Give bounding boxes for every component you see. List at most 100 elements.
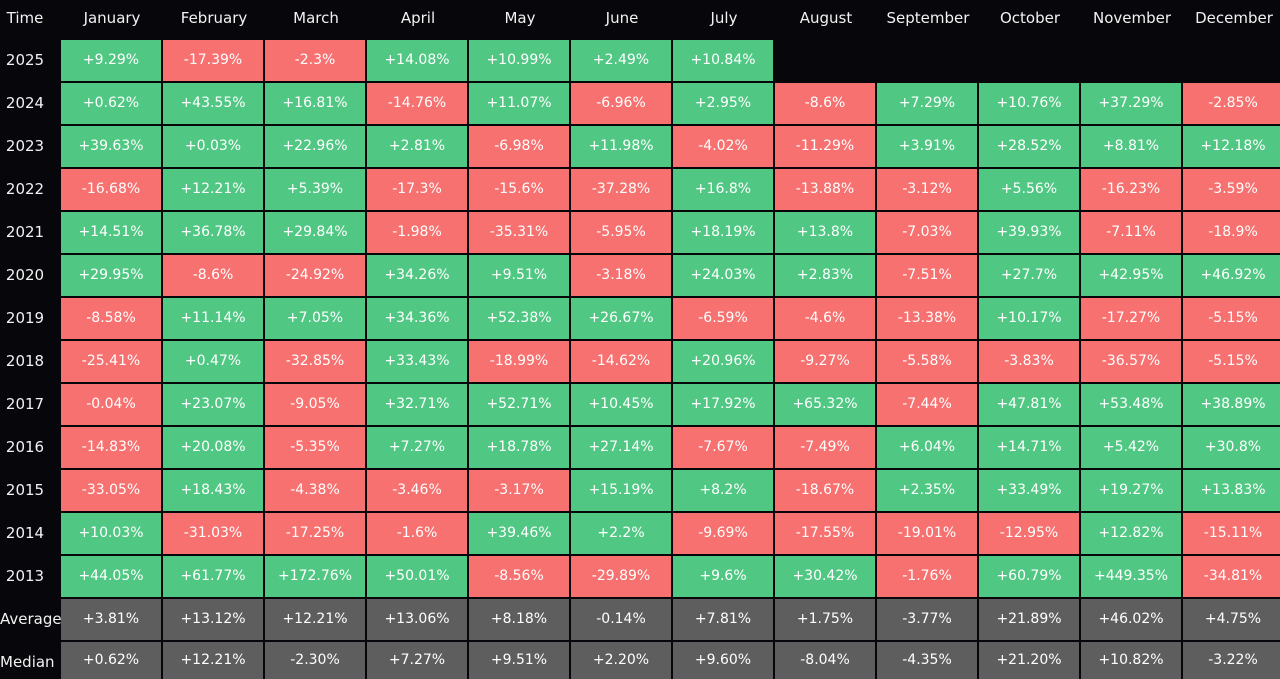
return-cell: +27.14% — [571, 427, 671, 468]
return-cell: -7.51% — [877, 255, 977, 296]
summary-cell: +8.18% — [469, 599, 569, 640]
summary-cell: +1.75% — [775, 599, 875, 640]
return-cell: +3.91% — [877, 126, 977, 167]
return-cell: +18.19% — [673, 212, 773, 253]
return-cell: -1.76% — [877, 556, 977, 597]
return-cell: +29.95% — [61, 255, 161, 296]
return-cell: +5.56% — [979, 169, 1079, 210]
summary-cell: +9.51% — [469, 642, 569, 679]
return-cell: +0.03% — [163, 126, 263, 167]
return-cell: -2.3% — [265, 40, 365, 81]
row-label-2015: 2015 — [5, 481, 45, 499]
column-header-february: February — [180, 9, 248, 27]
return-cell: +7.05% — [265, 298, 365, 339]
return-cell: -5.58% — [877, 341, 977, 382]
summary-cell: +4.75% — [1183, 599, 1280, 640]
return-cell: +18.43% — [163, 470, 263, 511]
return-cell: +17.92% — [673, 384, 773, 425]
column-header-may: May — [504, 9, 536, 27]
row-label-2025: 2025 — [5, 51, 45, 69]
return-cell: -7.44% — [877, 384, 977, 425]
return-cell: +8.2% — [673, 470, 773, 511]
summary-cell: +7.27% — [367, 642, 467, 679]
return-cell: -17.3% — [367, 169, 467, 210]
return-cell: +43.55% — [163, 83, 263, 124]
summary-cell: +46.02% — [1081, 599, 1181, 640]
return-cell: +33.43% — [367, 341, 467, 382]
column-header-december: December — [1195, 9, 1273, 27]
return-cell: -14.76% — [367, 83, 467, 124]
row-label-2023: 2023 — [5, 137, 45, 155]
return-cell: +16.8% — [673, 169, 773, 210]
return-cell: -1.6% — [367, 513, 467, 554]
return-cell: -8.58% — [61, 298, 161, 339]
return-cell: +11.07% — [469, 83, 569, 124]
return-cell: +14.08% — [367, 40, 467, 81]
return-cell: -19.01% — [877, 513, 977, 554]
column-header-april: April — [400, 9, 436, 27]
return-cell: +47.81% — [979, 384, 1079, 425]
return-cell: +37.29% — [1081, 83, 1181, 124]
summary-cell: +3.81% — [61, 599, 161, 640]
return-cell: +16.81% — [265, 83, 365, 124]
return-cell: -13.88% — [775, 169, 875, 210]
return-cell: -9.05% — [265, 384, 365, 425]
return-cell: +39.46% — [469, 513, 569, 554]
return-cell: -31.03% — [163, 513, 263, 554]
summary-cell: +13.12% — [163, 599, 263, 640]
summary-cell: +10.82% — [1081, 642, 1181, 679]
return-cell: +32.71% — [367, 384, 467, 425]
return-cell: -17.39% — [163, 40, 263, 81]
return-cell: +11.14% — [163, 298, 263, 339]
return-cell: +12.21% — [163, 169, 263, 210]
return-cell: -3.83% — [979, 341, 1079, 382]
column-header-september: September — [886, 9, 970, 27]
return-cell: +18.78% — [469, 427, 569, 468]
summary-cell: -3.22% — [1183, 642, 1280, 679]
summary-cell: -8.04% — [775, 642, 875, 679]
return-cell: -12.95% — [979, 513, 1079, 554]
return-cell: -5.15% — [1183, 341, 1280, 382]
return-cell: +28.52% — [979, 126, 1079, 167]
summary-cell: +9.60% — [673, 642, 773, 679]
return-cell: -0.04% — [61, 384, 161, 425]
row-label-2021: 2021 — [5, 223, 45, 241]
return-cell: -11.29% — [775, 126, 875, 167]
summary-cell: -3.77% — [877, 599, 977, 640]
row-label-2013: 2013 — [5, 567, 45, 585]
return-cell: +52.38% — [469, 298, 569, 339]
return-cell: +30.42% — [775, 556, 875, 597]
column-header-october: October — [999, 9, 1061, 27]
return-cell: -5.95% — [571, 212, 671, 253]
return-cell: -33.05% — [61, 470, 161, 511]
return-cell: -32.85% — [265, 341, 365, 382]
summary-cell: -2.30% — [265, 642, 365, 679]
column-header-july: July — [710, 9, 738, 27]
column-header-november: November — [1092, 9, 1172, 27]
return-cell: +33.49% — [979, 470, 1079, 511]
return-cell: -7.11% — [1081, 212, 1181, 253]
return-cell: -36.57% — [1081, 341, 1181, 382]
return-cell: +12.18% — [1183, 126, 1280, 167]
return-cell: +9.51% — [469, 255, 569, 296]
return-cell: -13.38% — [877, 298, 977, 339]
row-label-2019: 2019 — [5, 309, 45, 327]
return-cell: +23.07% — [163, 384, 263, 425]
summary-cell: +7.81% — [673, 599, 773, 640]
return-cell: -37.28% — [571, 169, 671, 210]
return-cell: +50.01% — [367, 556, 467, 597]
return-cell: +65.32% — [775, 384, 875, 425]
return-cell: +10.84% — [673, 40, 773, 81]
summary-cell: +12.21% — [265, 599, 365, 640]
return-cell: +7.29% — [877, 83, 977, 124]
return-cell: +34.26% — [367, 255, 467, 296]
column-header-august: August — [799, 9, 853, 27]
return-cell: +46.92% — [1183, 255, 1280, 296]
summary-cell: +13.06% — [367, 599, 467, 640]
return-cell: -8.56% — [469, 556, 569, 597]
return-cell: +6.04% — [877, 427, 977, 468]
return-cell: +14.51% — [61, 212, 161, 253]
return-cell: +0.62% — [61, 83, 161, 124]
return-cell: +2.49% — [571, 40, 671, 81]
